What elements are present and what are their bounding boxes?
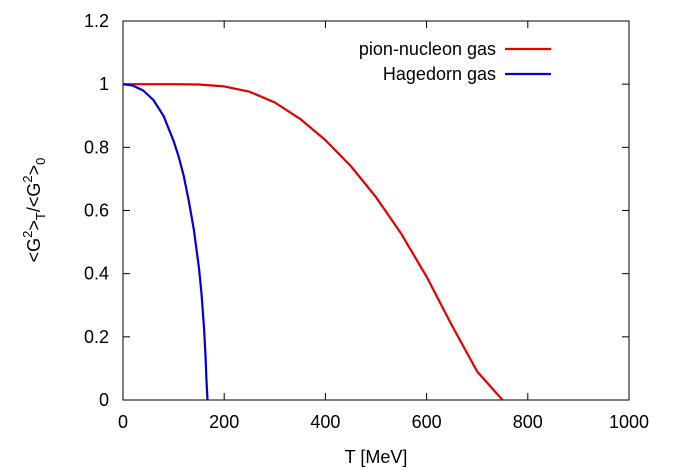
series-layer: [122, 83, 504, 401]
legend: pion-nucleon gas Hagedorn gas: [359, 39, 551, 84]
x-axis: 0 200 400 600 800 1000: [118, 21, 649, 432]
y-tick-label: 0.4: [84, 264, 109, 284]
x-tick-label: 600: [412, 412, 442, 432]
x-axis-title: T [MeV]: [345, 447, 408, 467]
series-line-hagedorn-gas: [122, 83, 209, 401]
y-tick-label: 0.2: [84, 327, 109, 347]
x-tick-label: 400: [310, 412, 340, 432]
legend-label: Hagedorn gas: [383, 64, 496, 84]
x-tick-label: 1000: [609, 412, 649, 432]
y-tick-label: 1: [99, 74, 109, 94]
plot-frame: [122, 20, 630, 401]
legend-label: pion-nucleon gas: [359, 39, 496, 59]
y-tick-label: 0: [99, 390, 109, 410]
x-tick-label: 200: [209, 412, 239, 432]
x-tick-label: 800: [513, 412, 543, 432]
series-line-pion-nucleon-gas: [123, 83, 504, 401]
y-tick-label: 0.8: [84, 137, 109, 157]
y-tick-label: 0.6: [84, 201, 109, 221]
x-tick-label: 0: [118, 412, 128, 432]
y-tick-label: 1.2: [84, 11, 109, 31]
y-axis-title: <G2>T/<G2>0: [20, 158, 48, 263]
y-axis: 0 0.2 0.4 0.6 0.8 1 1.2: [84, 11, 629, 410]
